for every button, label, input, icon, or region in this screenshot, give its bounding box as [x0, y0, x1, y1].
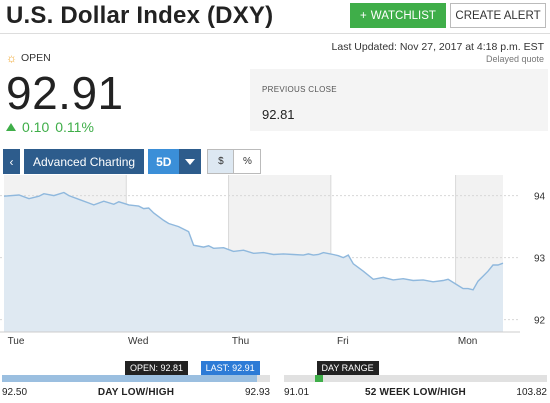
delayed-note: Delayed quote: [485, 54, 544, 64]
day-range-tag: DAY RANGE: [316, 361, 379, 375]
plus-icon: +: [360, 9, 367, 22]
day-range: OPEN: 92.81 LAST: 92.91 92.50 DAY LOW/HI…: [2, 355, 270, 403]
page-title: U.S. Dollar Index (DXY): [6, 2, 274, 29]
create-alert-button[interactable]: CREATE ALERT: [450, 3, 546, 28]
price-area: [4, 192, 503, 332]
day-range-fill: [2, 375, 257, 382]
advanced-charting-button[interactable]: Advanced Charting: [24, 149, 145, 174]
price-chart[interactable]: 94 93 92 Tue Wed Thu Fri Mon: [0, 175, 550, 345]
range-value: 5D: [148, 149, 180, 174]
up-arrow-icon: [6, 123, 16, 131]
week52-high: 103.82: [516, 387, 547, 398]
y-tick-label: 93: [534, 254, 546, 265]
day-low: 92.50: [2, 387, 28, 398]
y-tick-label: 92: [534, 316, 546, 327]
watchlist-button-label: WATCHLIST: [370, 9, 436, 22]
current-price: 92.91: [6, 67, 124, 119]
week52-low: 91.01: [284, 387, 310, 398]
day-range-label: DAY LOW/HIGH: [97, 387, 175, 398]
x-tick-label: Fri: [337, 336, 349, 345]
range-dropdown[interactable]: 5D: [148, 149, 202, 174]
price-change: 0.10 0.11%: [6, 119, 94, 135]
watchlist-button[interactable]: + WATCHLIST: [350, 3, 446, 28]
header-divider: [0, 33, 550, 34]
market-status-label: OPEN: [21, 52, 51, 64]
previous-close-value: 92.81: [262, 107, 295, 122]
dollar-toggle[interactable]: $: [208, 150, 235, 173]
open-tag: OPEN: 92.81: [124, 361, 188, 375]
market-status: ☼ OPEN: [6, 52, 51, 64]
change-value: 0.10: [22, 119, 50, 135]
x-tick-label: Tue: [8, 336, 25, 345]
x-tick-label: Wed: [128, 336, 148, 345]
previous-close-label: PREVIOUS CLOSE: [262, 85, 337, 94]
last-updated: Last Updated: Nov 27, 2017 at 4:18 p.m. …: [331, 41, 544, 53]
chevron-down-icon: [179, 158, 201, 165]
y-tick-label: 94: [534, 192, 546, 203]
percent-toggle[interactable]: %: [242, 156, 252, 167]
week52-range: DAY RANGE 91.01 52 WEEK LOW/HIGH 103.82: [284, 355, 547, 403]
sun-icon: ☼: [6, 51, 17, 65]
chevron-left-icon[interactable]: ‹: [3, 149, 20, 174]
day-high: 92.93: [244, 387, 270, 398]
week52-range-bar: [284, 375, 547, 382]
change-percent: 0.11%: [55, 119, 94, 135]
x-tick-label: Mon: [458, 336, 477, 345]
price-line: [3, 191, 504, 291]
last-tag: LAST: 92.91: [200, 361, 260, 375]
value-mode-toggle: $ %: [207, 149, 262, 174]
week52-day-marker: [314, 375, 324, 382]
previous-close-box: PREVIOUS CLOSE 92.81: [250, 69, 548, 131]
week52-range-label: 52 WEEK LOW/HIGH: [365, 387, 466, 398]
chart-toolbar: ‹ Advanced Charting 5D $ %: [3, 148, 262, 175]
x-tick-label: Thu: [232, 336, 249, 345]
